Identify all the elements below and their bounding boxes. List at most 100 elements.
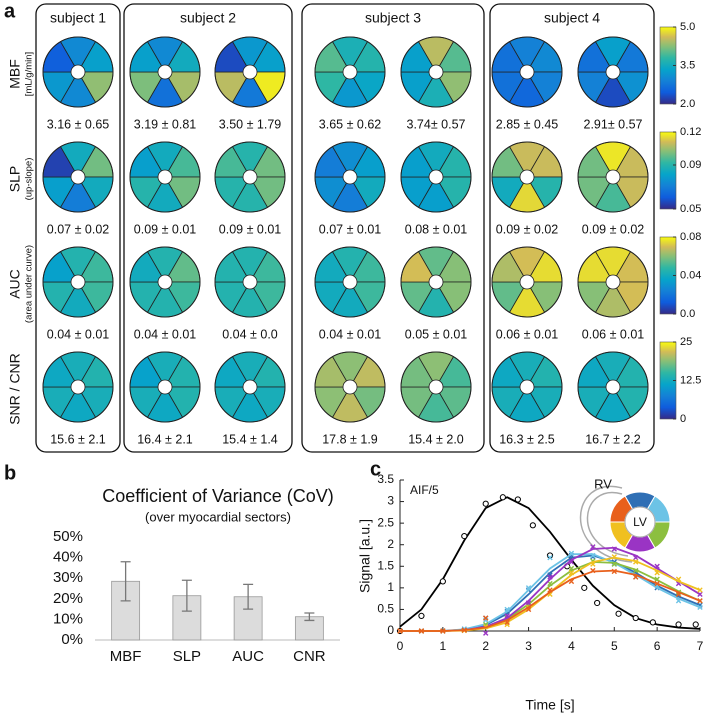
data-point	[611, 546, 617, 552]
bullseye-center	[605, 379, 621, 395]
data-point	[615, 610, 622, 617]
y-tick-label: 50%	[53, 528, 83, 545]
colorbar-tick-label: 2.0	[680, 98, 695, 110]
data-point	[568, 578, 575, 585]
colorbar-tick-label: 0.09	[680, 159, 701, 171]
chart-subtitle: (over myocardial sectors)	[145, 509, 291, 524]
bullseye-center	[428, 379, 444, 395]
subject-title: subject 2	[180, 10, 236, 26]
bullseye-center	[157, 379, 173, 395]
cell-value-label: 3.65 ± 0.62	[319, 117, 382, 131]
cell-value-label: 2.91± 0.57	[584, 117, 643, 131]
data-point	[504, 606, 510, 613]
data-point	[547, 580, 553, 587]
subject-box	[123, 3, 293, 453]
data-point	[461, 532, 468, 540]
data-point	[482, 500, 489, 507]
bullseye-outline	[400, 246, 472, 318]
x-tick-label: CNR	[293, 648, 326, 665]
cell-value-label: 3.74± 0.57	[407, 117, 466, 131]
bullseye-outline	[214, 141, 286, 213]
bullseye-outline	[214, 351, 286, 423]
bullseye-outline	[491, 246, 563, 318]
bullseye-center	[342, 379, 358, 395]
bullseye-center	[428, 64, 444, 80]
bullseye-center	[605, 169, 621, 185]
bullseye-outline	[400, 351, 472, 423]
subject-box	[489, 3, 655, 453]
data-point	[692, 621, 699, 628]
colorbar-tick-label: 0.08	[680, 231, 701, 243]
colorbar	[659, 131, 677, 210]
cell-value-label: 0.06 ± 0.01	[496, 327, 559, 341]
data-point	[568, 550, 575, 557]
y-tick-label: 1.5	[377, 558, 394, 572]
data-point	[697, 598, 703, 604]
bullseye-center	[70, 274, 86, 290]
bullseye-outline	[314, 246, 386, 318]
bullseye-outline	[491, 36, 563, 108]
y-tick-label: 0%	[61, 631, 83, 648]
cell-value-label: 0.04 ± 0.01	[47, 327, 110, 341]
x-tick-label: 5	[611, 639, 618, 653]
bullseye-outline	[129, 36, 201, 108]
bullseye-center	[242, 274, 258, 290]
data-point	[633, 574, 639, 580]
x-tick-label: 0	[397, 639, 404, 653]
legend-label: LV	[633, 515, 647, 529]
data-point	[675, 591, 682, 598]
chart-title: Coefficient of Variance (CoV)	[102, 486, 333, 506]
legend-ring-center	[624, 506, 656, 538]
cell-value-label: 16.7 ± 2.2	[585, 432, 641, 446]
cell-value-label: 0.09 ± 0.01	[219, 222, 282, 236]
y-tick-label: 30%	[53, 569, 83, 586]
data-point	[547, 554, 553, 561]
panel-letter: b	[4, 462, 16, 484]
series-line	[400, 569, 701, 632]
cell-value-label: 3.16 ± 0.65	[47, 117, 110, 131]
y-tick-label: 0	[387, 623, 394, 637]
bullseye-center	[605, 64, 621, 80]
cell-value-label: 0.07 ± 0.02	[47, 222, 110, 236]
data-point	[611, 554, 617, 560]
y-tick-label: 1	[387, 580, 394, 594]
cell-value-label: 0.09 ± 0.02	[582, 222, 645, 236]
x-axis-title: Time [s]	[525, 697, 574, 713]
bullseye-outline	[129, 351, 201, 423]
bullseye-outline	[42, 36, 114, 108]
data-point	[654, 580, 660, 587]
x-tick-label: AUC	[232, 648, 264, 665]
bullseye-outline	[129, 141, 201, 213]
data-point	[568, 570, 575, 576]
row-sublabel: [mL/g/min]	[24, 52, 35, 96]
bullseye-outline	[42, 351, 114, 423]
subject-title: subject 3	[365, 10, 421, 26]
cell-value-label: 3.19 ± 0.81	[134, 117, 197, 131]
cell-value-label: 3.50 ± 1.79	[219, 117, 282, 131]
bullseye-outline	[129, 246, 201, 318]
data-point	[697, 591, 703, 598]
bullseye-center	[428, 169, 444, 185]
bullseye-center	[70, 64, 86, 80]
y-tick-label: 3	[387, 494, 394, 508]
data-point	[581, 584, 588, 591]
bullseye-outline	[314, 351, 386, 423]
data-point	[675, 598, 682, 604]
x-tick-label: SLP	[173, 648, 201, 665]
bullseye-outline	[214, 246, 286, 318]
data-point	[568, 565, 575, 572]
row-label: SLP	[7, 166, 23, 192]
cell-value-label: 0.05 ± 0.01	[405, 327, 468, 341]
data-point	[675, 621, 682, 628]
data-point	[633, 554, 639, 561]
y-tick-label: 3.5	[377, 472, 394, 486]
colorbar-tick-label: 5.0	[680, 21, 695, 33]
data-point	[418, 612, 425, 620]
data-point	[504, 613, 510, 619]
data-point	[397, 628, 403, 634]
bullseye-center	[519, 64, 535, 80]
bullseye-outline	[314, 141, 386, 213]
bullseye-center	[157, 169, 173, 185]
